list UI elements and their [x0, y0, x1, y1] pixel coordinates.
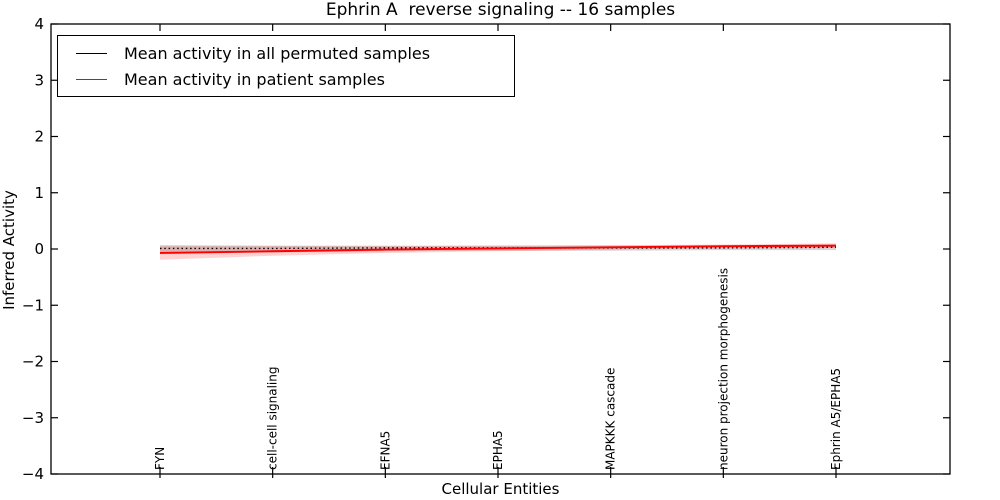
- x-tick-label: cell-cell signaling: [266, 367, 280, 471]
- y-tick-label: −1: [22, 296, 44, 314]
- legend-label: Mean activity in all permuted samples: [124, 43, 431, 63]
- legend-label: Mean activity in patient samples: [124, 69, 385, 89]
- legend-entry-permuted: Mean activity in all permuted samples: [76, 44, 514, 63]
- y-tick-label: −2: [22, 353, 44, 371]
- series-line-1: [159, 244, 837, 254]
- y-tick-label: 0: [34, 240, 44, 258]
- y-tick-label: 4: [34, 15, 44, 33]
- series-line-0: [160, 246, 837, 250]
- legend-entry-patient: Mean activity in patient samples: [76, 70, 514, 89]
- y-tick-label: 2: [34, 128, 44, 146]
- x-tick-label: EFNA5: [378, 431, 392, 470]
- y-axis-label: Inferred Activity: [0, 190, 18, 310]
- x-tick-label: EPHA5: [491, 430, 505, 470]
- legend-line-sample-black: [76, 52, 107, 54]
- y-tick-label: 3: [34, 71, 44, 89]
- chart-title: Ephrin A reverse signaling -- 16 samples: [325, 0, 676, 20]
- y-tick-label: 1: [34, 184, 44, 202]
- x-tick-label: neuron projection morphogenesis: [716, 268, 730, 470]
- x-axis-label: Cellular Entities: [441, 480, 560, 498]
- x-tick-label: MAPKKK cascade: [604, 368, 618, 470]
- x-tick-label: FYN: [153, 447, 167, 470]
- y-tick-label: −4: [22, 465, 44, 483]
- y-tick-label: −3: [22, 409, 44, 427]
- legend-line-sample-red: [76, 78, 107, 80]
- legend: Mean activity in all permuted samples Me…: [57, 35, 515, 97]
- x-tick-label: Ephrin A5/EPHA5: [829, 368, 843, 470]
